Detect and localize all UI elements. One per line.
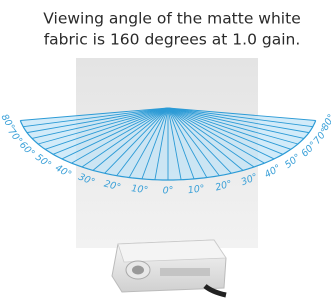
angle-label: 10° xyxy=(187,183,205,196)
angle-label: 50° xyxy=(283,152,303,171)
angle-label: 0° xyxy=(163,186,174,197)
title-line: fabric is 160 degrees at 1.0 gain. xyxy=(44,31,301,49)
angle-label: 10° xyxy=(131,183,149,196)
angle-label: 50° xyxy=(33,152,53,171)
angle-label: 40° xyxy=(263,163,283,181)
title-line: Viewing angle of the matte white xyxy=(43,10,300,28)
diagram: Viewing angle of the matte white fabric … xyxy=(0,0,331,301)
projector xyxy=(112,240,226,295)
angle-label: 40° xyxy=(53,163,73,181)
page: {"header": {"line1": "Viewing angle of t… xyxy=(0,0,331,305)
